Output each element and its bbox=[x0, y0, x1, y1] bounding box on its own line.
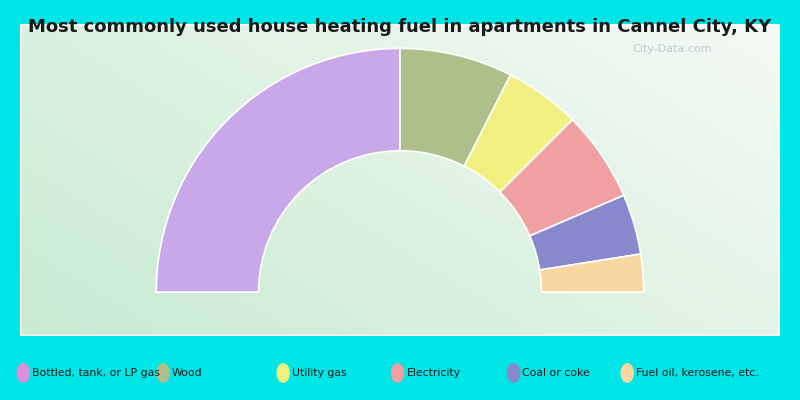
Text: Fuel oil, kerosene, etc.: Fuel oil, kerosene, etc. bbox=[636, 368, 758, 378]
Ellipse shape bbox=[156, 363, 170, 383]
Wedge shape bbox=[156, 48, 400, 292]
Ellipse shape bbox=[16, 363, 30, 383]
Ellipse shape bbox=[507, 363, 520, 383]
Wedge shape bbox=[464, 75, 572, 192]
Text: City-Data.com: City-Data.com bbox=[632, 44, 712, 54]
Text: Electricity: Electricity bbox=[406, 368, 461, 378]
Text: Wood: Wood bbox=[172, 368, 202, 378]
Text: Most commonly used house heating fuel in apartments in Cannel City, KY: Most commonly used house heating fuel in… bbox=[29, 18, 771, 36]
Wedge shape bbox=[400, 48, 510, 166]
Ellipse shape bbox=[277, 363, 290, 383]
Ellipse shape bbox=[621, 363, 634, 383]
Wedge shape bbox=[500, 120, 624, 236]
Text: Utility gas: Utility gas bbox=[292, 368, 346, 378]
Text: Bottled, tank, or LP gas: Bottled, tank, or LP gas bbox=[32, 368, 160, 378]
Ellipse shape bbox=[391, 363, 405, 383]
Wedge shape bbox=[530, 195, 641, 270]
Text: Coal or coke: Coal or coke bbox=[522, 368, 590, 378]
Wedge shape bbox=[540, 254, 644, 292]
